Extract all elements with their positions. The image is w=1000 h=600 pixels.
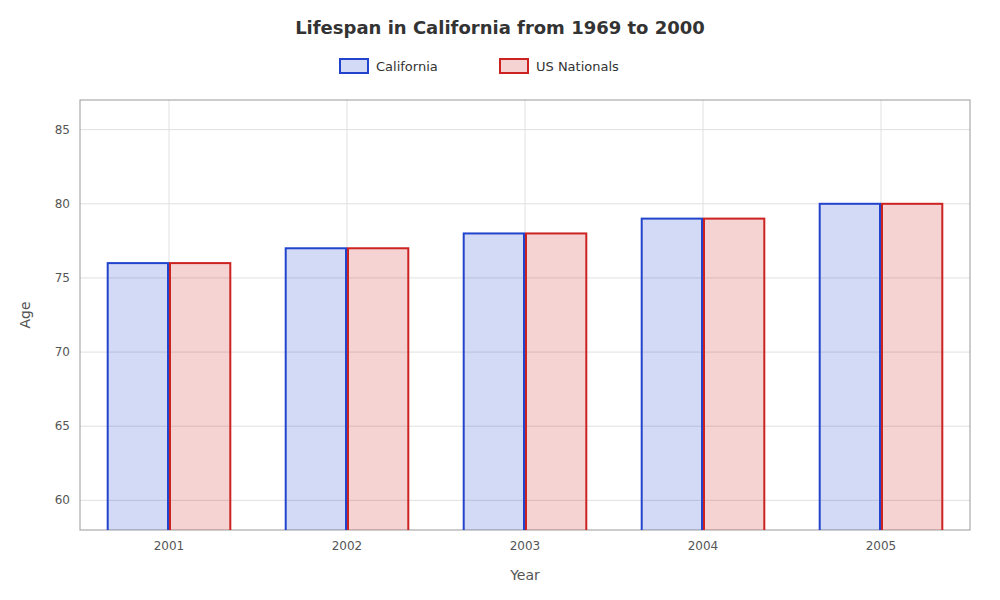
bar	[526, 233, 586, 530]
bar	[642, 219, 702, 530]
y-tick-label: 60	[55, 493, 70, 507]
y-axis-label: Age	[17, 301, 33, 328]
x-tick-label: 2002	[332, 539, 363, 553]
bar	[820, 204, 880, 530]
bar	[704, 219, 764, 530]
bar	[286, 248, 346, 530]
x-tick-label: 2001	[154, 539, 185, 553]
y-axis: 60 65 70 75 80 85	[55, 123, 70, 508]
x-tick-label: 2003	[510, 539, 541, 553]
x-axis-label: Year	[509, 567, 540, 583]
legend-swatch	[500, 59, 528, 73]
chart-container: 60 65 70 75 80 85 2001 2002 2003 2004 2005 Year Age L…	[0, 0, 1000, 600]
chart-title: Lifespan in California from 1969 to 2000	[295, 17, 705, 38]
y-tick-label: 85	[55, 123, 70, 137]
bar	[108, 263, 168, 530]
bar	[882, 204, 942, 530]
legend: California US Nationals	[340, 59, 619, 74]
legend-swatch	[340, 59, 368, 73]
bars	[108, 204, 943, 530]
chart-svg: 60 65 70 75 80 85 2001 2002 2003 2004 2005 Year Age L…	[0, 0, 1000, 600]
bar	[348, 248, 408, 530]
y-tick-label: 80	[55, 197, 70, 211]
x-tick-label: 2004	[688, 539, 719, 553]
legend-label: California	[376, 59, 438, 74]
legend-label: US Nationals	[536, 59, 619, 74]
bar	[464, 233, 524, 530]
x-axis: 2001 2002 2003 2004 2005	[154, 539, 897, 553]
bar	[170, 263, 230, 530]
y-tick-label: 65	[55, 419, 70, 433]
y-tick-label: 75	[55, 271, 70, 285]
y-tick-label: 70	[55, 345, 70, 359]
x-tick-label: 2005	[866, 539, 897, 553]
